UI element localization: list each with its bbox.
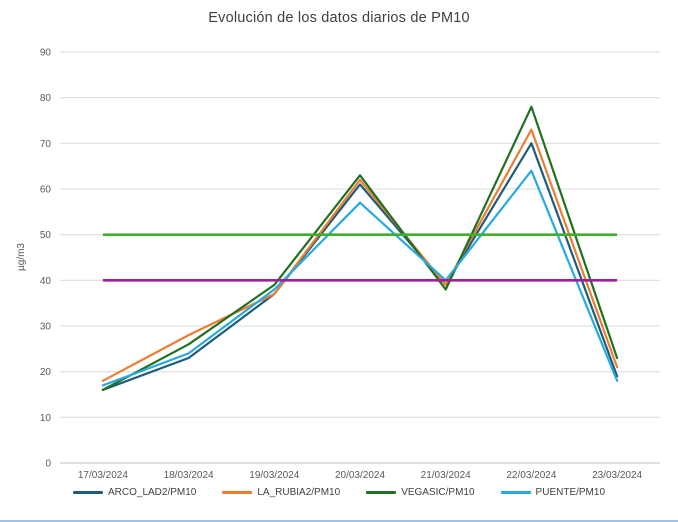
y-tick-label-20: 20: [40, 367, 52, 378]
chart-legend: ARCO_LAD2/PM10 LA_RUBIA2/PM10 VEGASIC/PM…: [0, 487, 678, 498]
series-line-puente-pm10: [101, 169, 619, 387]
x-tick-label-3: 20/03/2024: [335, 470, 385, 481]
reference-lines: [102, 233, 618, 282]
legend-label: ARCO_LAD2/PM10: [107, 487, 197, 498]
legend-item-arco-lad2: ARCO_LAD2/PM10: [72, 487, 197, 498]
legend-line-swatch: [222, 490, 253, 495]
y-tick-label-10: 10: [40, 413, 52, 424]
legend-label: VEGASIC/PM10: [401, 487, 475, 498]
x-tick-label-1: 18/03/2024: [164, 470, 214, 481]
x-axis-tick-labels: 17/03/2024 18/03/2024 19/03/2024 20/03/2024…: [78, 470, 643, 481]
y-tick-label-40: 40: [40, 276, 52, 287]
legend-line-swatch: [366, 490, 397, 495]
gridlines: [60, 51, 660, 464]
plot-area: µg/m3 0 10 20 30 40 50 60 70 80 90 17/03/2024 18/0…: [16, 48, 660, 481]
y-tick-label-30: 30: [40, 322, 52, 333]
series-line-arco-lad2-pm10: [101, 142, 619, 391]
y-tick-label-50: 50: [40, 230, 52, 241]
legend-line-swatch: [72, 490, 103, 495]
x-tick-label-4: 21/03/2024: [421, 470, 471, 481]
chart-title: Evolución de los datos diarios de PM10: [208, 10, 470, 26]
x-tick-label-0: 17/03/2024: [78, 470, 128, 481]
series-line-vegasic-pm10: [101, 105, 619, 391]
x-tick-label-2: 19/03/2024: [249, 470, 299, 481]
y-axis-tick-labels: 0 10 20 30 40 50 60 70 80 90: [40, 48, 52, 470]
legend-item-la-rubia2: LA_RUBIA2/PM10: [222, 487, 340, 498]
data-series-lines: [101, 105, 619, 391]
y-axis-title: µg/m3: [16, 243, 27, 271]
legend-label: LA_RUBIA2/PM10: [257, 487, 341, 498]
y-tick-label-90: 90: [40, 48, 52, 59]
y-tick-label-60: 60: [40, 185, 52, 196]
y-tick-label-70: 70: [40, 139, 52, 150]
legend-item-vegasic: VEGASIC/PM10: [366, 487, 475, 498]
legend-line-swatch: [500, 490, 531, 495]
legend-item-puente: PUENTE/PM10: [500, 487, 606, 498]
x-tick-label-5: 22/03/2024: [506, 470, 556, 481]
y-tick-label-80: 80: [40, 93, 52, 104]
x-tick-label-6: 23/03/2024: [592, 470, 642, 481]
legend-label: PUENTE/PM10: [535, 487, 606, 498]
y-tick-label-0: 0: [45, 459, 51, 470]
series-line-la-rubia2-pm10: [101, 128, 619, 382]
